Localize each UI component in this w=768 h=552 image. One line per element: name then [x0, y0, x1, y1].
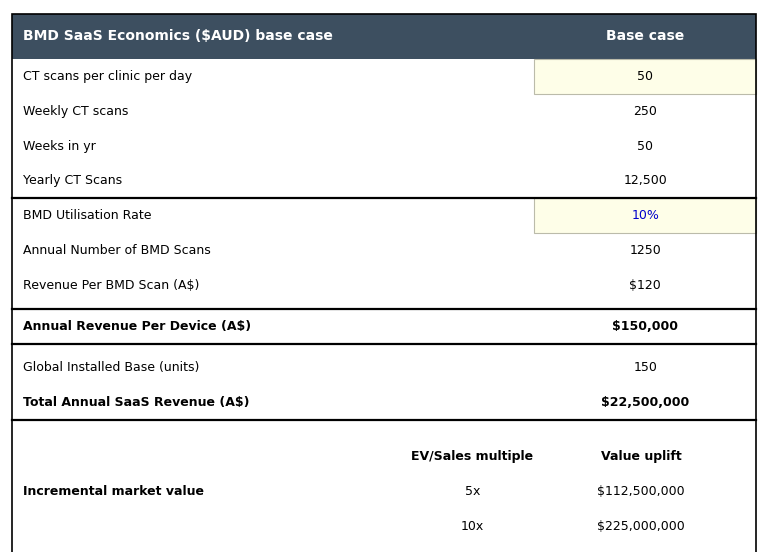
Text: Weekly CT scans: Weekly CT scans	[23, 105, 128, 118]
Text: EV/Sales multiple: EV/Sales multiple	[411, 450, 534, 463]
Text: Incremental market value: Incremental market value	[23, 485, 204, 498]
Text: Global Installed Base (units): Global Installed Base (units)	[23, 362, 200, 374]
Text: BMD Utilisation Rate: BMD Utilisation Rate	[23, 209, 151, 222]
Text: Total Annual SaaS Revenue (A$): Total Annual SaaS Revenue (A$)	[23, 396, 250, 409]
Text: 10%: 10%	[631, 209, 659, 222]
Text: $225,000,000: $225,000,000	[598, 520, 685, 533]
Text: CT scans per clinic per day: CT scans per clinic per day	[23, 70, 192, 83]
Text: 1250: 1250	[629, 244, 661, 257]
Text: 50: 50	[637, 140, 653, 152]
Text: Value uplift: Value uplift	[601, 450, 682, 463]
Text: Base case: Base case	[606, 29, 684, 44]
Text: 12,500: 12,500	[624, 174, 667, 187]
Text: Weeks in yr: Weeks in yr	[23, 140, 96, 152]
Text: $22,500,000: $22,500,000	[601, 396, 689, 409]
Text: $120: $120	[629, 279, 661, 291]
Text: $150,000: $150,000	[612, 320, 678, 333]
FancyBboxPatch shape	[12, 14, 756, 59]
Text: BMD SaaS Economics ($AUD) base case: BMD SaaS Economics ($AUD) base case	[23, 29, 333, 44]
Text: Revenue Per BMD Scan (A$): Revenue Per BMD Scan (A$)	[23, 279, 200, 291]
Text: 5x: 5x	[465, 485, 480, 498]
Text: Annual Revenue Per Device (A$): Annual Revenue Per Device (A$)	[23, 320, 251, 333]
Text: 150: 150	[633, 362, 657, 374]
FancyBboxPatch shape	[534, 59, 756, 94]
Text: Yearly CT Scans: Yearly CT Scans	[23, 174, 122, 187]
Text: 50: 50	[637, 70, 653, 83]
Text: Annual Number of BMD Scans: Annual Number of BMD Scans	[23, 244, 210, 257]
Text: 10x: 10x	[461, 520, 484, 533]
Text: 250: 250	[633, 105, 657, 118]
Text: $112,500,000: $112,500,000	[598, 485, 685, 498]
FancyBboxPatch shape	[534, 198, 756, 233]
